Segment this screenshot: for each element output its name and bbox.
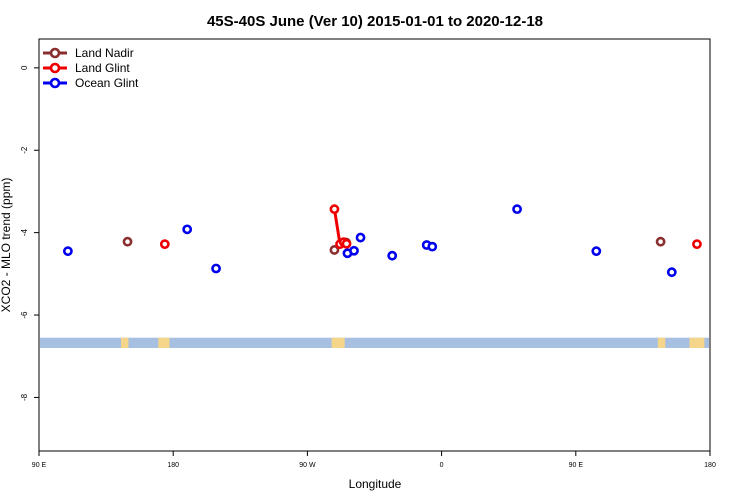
series-layer (62, 204, 702, 278)
land-glint-point-0 (329, 204, 340, 215)
map-land-4 (689, 337, 705, 348)
legend-label-ocean-glint: Ocean Glint (75, 76, 139, 90)
ocean-glint-point-2 (211, 263, 221, 274)
plot-frame (38, 38, 711, 452)
map-land-3 (657, 337, 666, 348)
ocean-glint-point-10 (591, 246, 602, 257)
ocean-glint-point-11 (666, 267, 677, 278)
land-glint-point-4 (159, 239, 170, 250)
ocean-glint-point-4 (349, 245, 359, 256)
chart-title: 45S-40S June (Ver 10) 2015-01-01 to 2020… (207, 13, 543, 30)
land-glint-point-5 (692, 239, 702, 250)
map-strip (40, 337, 709, 348)
map-land-2 (331, 337, 345, 348)
land-nadir-point-3 (655, 236, 666, 247)
y-tick-label-4: -8 (20, 393, 29, 401)
y-tick-label-0: 0 (20, 65, 29, 70)
y-tick-label-1: -2 (20, 146, 29, 154)
map-ocean (40, 337, 709, 348)
legend-marker-land-glint (49, 62, 61, 74)
x-axis-label: Longitude (349, 477, 402, 491)
x-tick-label-3: 0 (440, 462, 444, 469)
land-glint-point-3 (341, 238, 352, 249)
y-tick-label-3: -6 (20, 311, 29, 319)
x-tick-label-2: 90 W (299, 462, 316, 469)
ocean-glint-point-9 (512, 204, 522, 215)
x-tick-label-1: 180 (167, 462, 179, 469)
x-tick-label-0: 90 E (32, 462, 47, 469)
ocean-glint-point-8 (427, 241, 438, 252)
ocean-glint-point-1 (182, 224, 193, 235)
y-tick-label-2: -4 (20, 229, 29, 237)
legend-label-land-glint: Land Glint (75, 61, 130, 75)
x-tick-label-4: 90 E (569, 462, 584, 469)
map-land-1 (158, 337, 170, 348)
land-nadir-point-0 (122, 236, 133, 247)
x-tick-label-5: 180 (704, 462, 716, 469)
legend-marker-land-nadir (49, 47, 61, 59)
y-axis: 0 -2 -4 -6 -8 (20, 65, 39, 401)
legend-label-land-nadir: Land Nadir (75, 46, 134, 60)
land-nadir-point-1 (329, 245, 340, 255)
map-land-0 (121, 337, 129, 348)
y-axis-label: XCO2 - MLO trend (ppm) (0, 178, 13, 313)
legend-marker-ocean-glint (49, 77, 61, 89)
ocean-glint-point-6 (387, 250, 398, 261)
ocean-glint-point-5 (355, 232, 366, 243)
ocean-glint-point-0 (62, 246, 73, 257)
x-axis: 90 E 180 90 W 0 90 E 180 (32, 451, 716, 469)
